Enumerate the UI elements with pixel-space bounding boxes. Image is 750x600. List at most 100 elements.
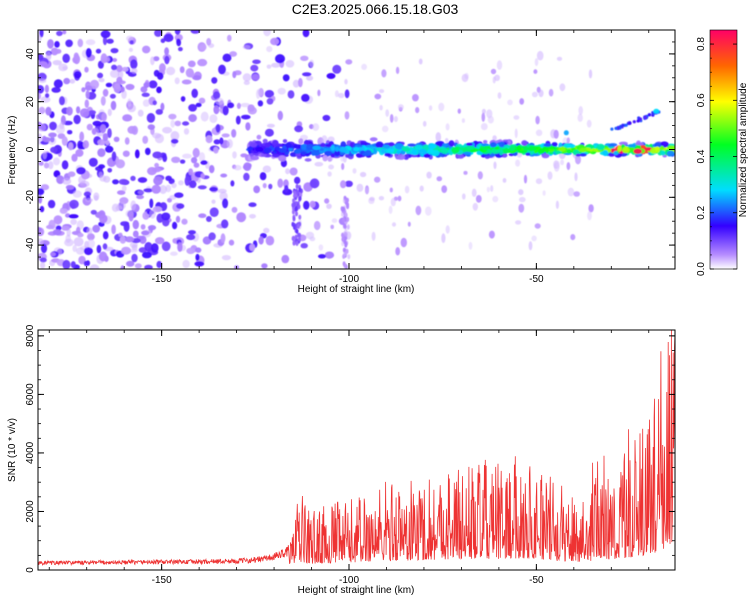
spectrogram-cell <box>164 47 170 56</box>
spectrogram-cell <box>347 254 351 260</box>
spectrogram-cell <box>345 59 353 65</box>
spectrogram-cell <box>96 244 102 254</box>
spectrogram-cell <box>177 242 183 252</box>
spectrogram-cell <box>298 214 302 220</box>
spectrogram-cell <box>346 224 350 230</box>
spectrogram-cell <box>361 63 367 70</box>
spectrogram-cell <box>200 173 205 179</box>
spectrogram-cell <box>243 80 250 85</box>
spectrogram-cell <box>277 87 286 95</box>
spectrogram-cell <box>97 148 106 158</box>
spectrogram-cell <box>194 261 205 267</box>
spectrogram-cell <box>407 221 411 227</box>
spectrogram-cell <box>97 72 104 79</box>
spectrogram-cell <box>463 151 472 155</box>
spectrogram-cell <box>466 146 474 150</box>
spectrogram-cell <box>86 123 93 131</box>
spectrogram-y-label: Frequency (Hz) <box>7 116 18 185</box>
spectrogram-cell <box>560 159 564 166</box>
spectrogram-cell <box>555 160 560 169</box>
spectrogram-cell <box>243 172 250 181</box>
spectrogram-cell <box>294 144 303 150</box>
spectrogram-cell <box>152 151 163 159</box>
spectrogram-cell <box>535 178 543 185</box>
spectrogram-cell <box>227 102 235 109</box>
spectrogram-cell <box>342 217 345 223</box>
spectrogram-cell <box>319 147 325 152</box>
spectrogram-cell <box>176 203 185 209</box>
spectrogram-cell <box>295 184 299 189</box>
spectrogram-cell <box>198 213 207 218</box>
spectrogram-cell <box>153 176 163 186</box>
spectrogram-cell <box>371 231 376 241</box>
spectrogram-cell <box>209 207 219 217</box>
spectrogram-cell <box>294 125 303 133</box>
spectrogram-cell <box>263 227 270 234</box>
spectrogram-cell <box>84 99 90 108</box>
spectrogram-cell <box>205 135 213 144</box>
spectrogram-cell <box>220 233 226 244</box>
spectrogram-cell <box>38 238 44 246</box>
spectrogram-cell <box>105 145 114 153</box>
spectrogram-cell <box>149 209 156 219</box>
spectrogram-cell <box>653 108 660 114</box>
spectrogram-cell <box>499 149 504 156</box>
spectrogram-cell <box>130 67 138 74</box>
spectrogram-cell <box>91 128 97 135</box>
spectrogram-cell <box>137 109 144 117</box>
spectrogram-cell <box>100 30 111 39</box>
spectrogram-cell <box>535 129 543 137</box>
spectrogram-cell <box>334 150 341 156</box>
spectrogram-cell <box>340 141 347 148</box>
spectrogram-cell <box>494 146 500 150</box>
spectrogram-cell <box>38 195 43 204</box>
spectrogram-cell <box>118 178 129 185</box>
spectrogram-cell <box>171 138 179 144</box>
spectrogram-cell <box>211 77 218 84</box>
spectrogram-cell <box>124 137 130 145</box>
spectrogram-cell <box>295 241 299 246</box>
spectrogram-cell <box>271 139 279 147</box>
spectrogram-cell <box>461 118 465 123</box>
spectrogram-cell <box>73 114 81 125</box>
spectrogram-cell <box>362 152 371 156</box>
spectrogram-cell <box>285 168 290 175</box>
spectrogram-cell <box>472 202 478 211</box>
spectrogram-cell <box>341 163 345 170</box>
spectrogram-cell <box>116 65 123 73</box>
spectrogram-cell <box>292 79 300 88</box>
spectrogram-cell <box>548 146 557 150</box>
spectrogram-cell <box>109 69 120 78</box>
spectrogram-cell <box>130 200 137 211</box>
spectrogram-cell <box>566 162 571 171</box>
spectrogram-cell <box>264 128 274 137</box>
spectrogram-cell <box>89 264 100 269</box>
spectrogram-cell <box>388 205 393 214</box>
spectrogram-cell <box>261 263 268 269</box>
spectrogram-cell <box>180 96 186 102</box>
spectrogram-cell <box>78 255 86 265</box>
spectrogram-cell <box>487 115 494 124</box>
spectrogram-cell <box>47 39 54 49</box>
spectrogram-cell <box>140 86 148 93</box>
spectrogram-cell <box>312 150 321 156</box>
spectrogram-cell <box>68 142 74 151</box>
spectrogram-cell <box>312 145 321 150</box>
spectrogram-cell <box>622 146 630 154</box>
spectrogram-cell <box>38 53 44 61</box>
spectrogram-cell <box>147 225 157 231</box>
spectrogram-cell <box>188 230 196 235</box>
x-tick-label: -50 <box>529 274 544 285</box>
spectrogram-cell <box>109 93 116 99</box>
spectrogram-cell <box>130 59 138 69</box>
spectrogram-cell <box>182 121 190 126</box>
spectrogram-cell <box>262 165 272 173</box>
spectrogram-cell <box>389 187 393 193</box>
spectrogram-cell <box>181 218 188 225</box>
spectrogram-cell <box>309 200 316 208</box>
spectrogram-cell <box>155 109 163 115</box>
spectrogram-cell <box>99 124 107 134</box>
figure-title: C2E3.2025.066.15.18.G03 <box>292 1 459 17</box>
spectrogram-cell <box>102 88 109 97</box>
spectrogram-cell <box>159 63 166 73</box>
